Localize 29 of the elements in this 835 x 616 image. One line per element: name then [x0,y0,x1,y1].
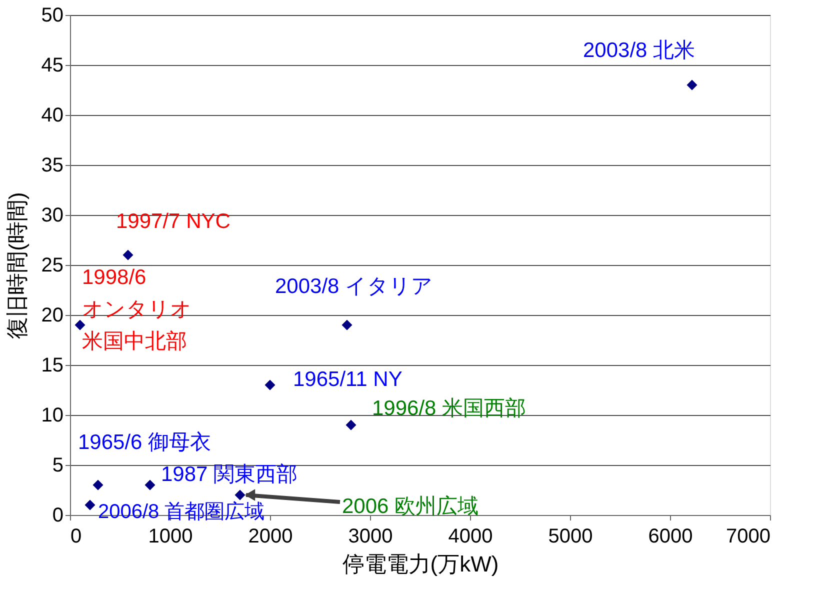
x-axis-title: 停電電力(万kW) [342,552,499,576]
y-tick-label: 15 [41,354,64,376]
x-tick-label: 1000 [148,526,193,548]
x-tick-label: 7000 [726,526,770,548]
annotation: 1965/11 NY [293,368,402,391]
annotation: 2006 欧州広域 [342,495,479,518]
x-tick-label: 5000 [548,526,593,548]
x-tick-label: 6000 [648,526,693,548]
x-tick-label: 2000 [248,526,293,548]
x-tick-label: 4000 [448,526,493,548]
y-axis-title: 復旧時間(時間) [4,192,30,339]
x-tick-label: 3000 [348,526,393,548]
y-tick-label: 5 [52,454,64,476]
annotation: 1996/8 米国西部 [372,397,526,420]
annotation: 2003/8 北米 [583,39,696,62]
y-tick-label: 25 [41,254,64,276]
y-tick-label: 10 [41,404,64,426]
annotation: 1987 関東西部 [161,463,298,486]
y-tick-label: 50 [41,4,64,26]
annotation: 2003/8 イタリア [275,275,434,298]
y-tick-label: 35 [41,154,64,176]
y-tick-label: 0 [52,504,64,526]
x-tick-label: 0 [70,526,82,548]
y-tick-label: 30 [41,204,64,226]
y-tick-label: 20 [41,304,64,326]
y-tick-label: 45 [41,54,64,76]
annotation: 1965/6 御母衣 [78,431,212,454]
annotation: 1997/7 NYC [116,210,230,233]
y-tick-label: 40 [41,104,64,126]
